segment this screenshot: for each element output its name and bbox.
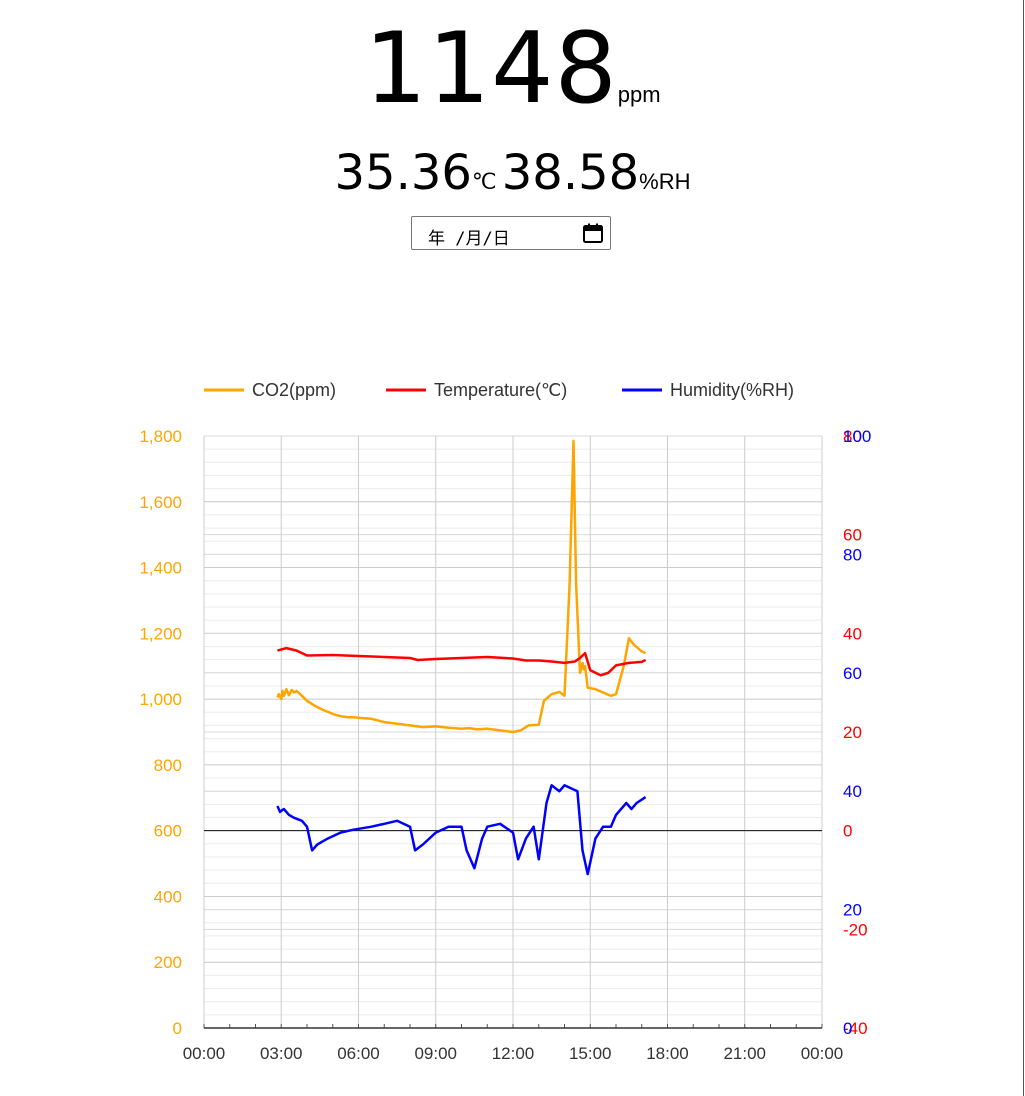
sensor-chart: 02004006008001,0001,2001,4001,6001,80000… [139, 380, 871, 1063]
humidity-axis-tick-label: 40 [843, 782, 862, 801]
date-input[interactable]: 年 /月/日 [411, 216, 611, 250]
humidity-axis-tick-label: 20 [843, 901, 862, 920]
humidity-series-line [276, 784, 647, 876]
co2-axis-tick-label: 1,800 [139, 427, 182, 446]
co2-value: 1148 [364, 12, 618, 126]
x-axis-tick-label: 18:00 [646, 1044, 689, 1063]
window-edge-line [1023, 0, 1024, 1096]
co2-axis-tick-label: 1,200 [139, 624, 182, 643]
temperature-axis-tick-label: 80 [843, 427, 862, 446]
co2-axis-tick-label: 400 [154, 887, 182, 906]
co2-axis-tick-label: 800 [154, 756, 182, 775]
x-axis-tick-label: 15:00 [569, 1044, 612, 1063]
humidity-axis-tick-label: 0 [843, 1019, 852, 1038]
co2-legend-label[interactable]: CO2(ppm) [252, 380, 336, 400]
temperature-axis-tick-label: 60 [843, 526, 862, 545]
calendar-icon[interactable] [582, 222, 604, 244]
temperature-unit: ℃ [471, 169, 497, 194]
humidity-unit: %RH [639, 169, 691, 194]
temperature-value: 35.36 [334, 145, 472, 201]
co2-axis-tick-label: 1,600 [139, 493, 182, 512]
x-axis-tick-label: 09:00 [414, 1044, 457, 1063]
x-axis-tick-label: 06:00 [337, 1044, 380, 1063]
temperature-axis-tick-label: 0 [843, 822, 852, 841]
humidity-axis-tick-label: 100 [843, 427, 871, 446]
temperature-legend-label[interactable]: Temperature(℃) [434, 380, 567, 400]
co2-axis-tick-label: 0 [173, 1019, 182, 1038]
co2-readout: 1148ppm [0, 12, 1025, 126]
temperature-axis-tick-label: -20 [843, 920, 868, 939]
x-axis-tick-label: 03:00 [260, 1044, 303, 1063]
x-axis-tick-label: 21:00 [723, 1044, 766, 1063]
x-axis-tick-label: 12:00 [492, 1044, 535, 1063]
temperature-series-line [277, 646, 647, 677]
temperature-axis-tick-label: 40 [843, 624, 862, 643]
humidity-legend-label[interactable]: Humidity(%RH) [670, 380, 794, 400]
environment-readout: 35.36℃ 38.58%RH [0, 145, 1025, 201]
co2-axis-tick-label: 1,400 [139, 559, 182, 578]
co2-series-line [276, 439, 647, 734]
humidity-axis-tick-label: 60 [843, 664, 862, 683]
co2-unit: ppm [617, 82, 661, 107]
co2-axis-tick-label: 200 [154, 953, 182, 972]
x-axis-tick-label: 00:00 [801, 1044, 844, 1063]
temperature-axis-tick-label: 20 [843, 723, 862, 742]
humidity-value: 38.58 [501, 145, 640, 201]
temperature-axis-tick-label: -40 [843, 1019, 868, 1038]
co2-axis-tick-label: 1,000 [139, 690, 182, 709]
x-axis-tick-label: 00:00 [183, 1044, 226, 1063]
date-placeholder[interactable]: 年 /月/日 [428, 229, 510, 249]
humidity-axis-tick-label: 80 [843, 545, 862, 564]
co2-axis-tick-label: 600 [154, 822, 182, 841]
